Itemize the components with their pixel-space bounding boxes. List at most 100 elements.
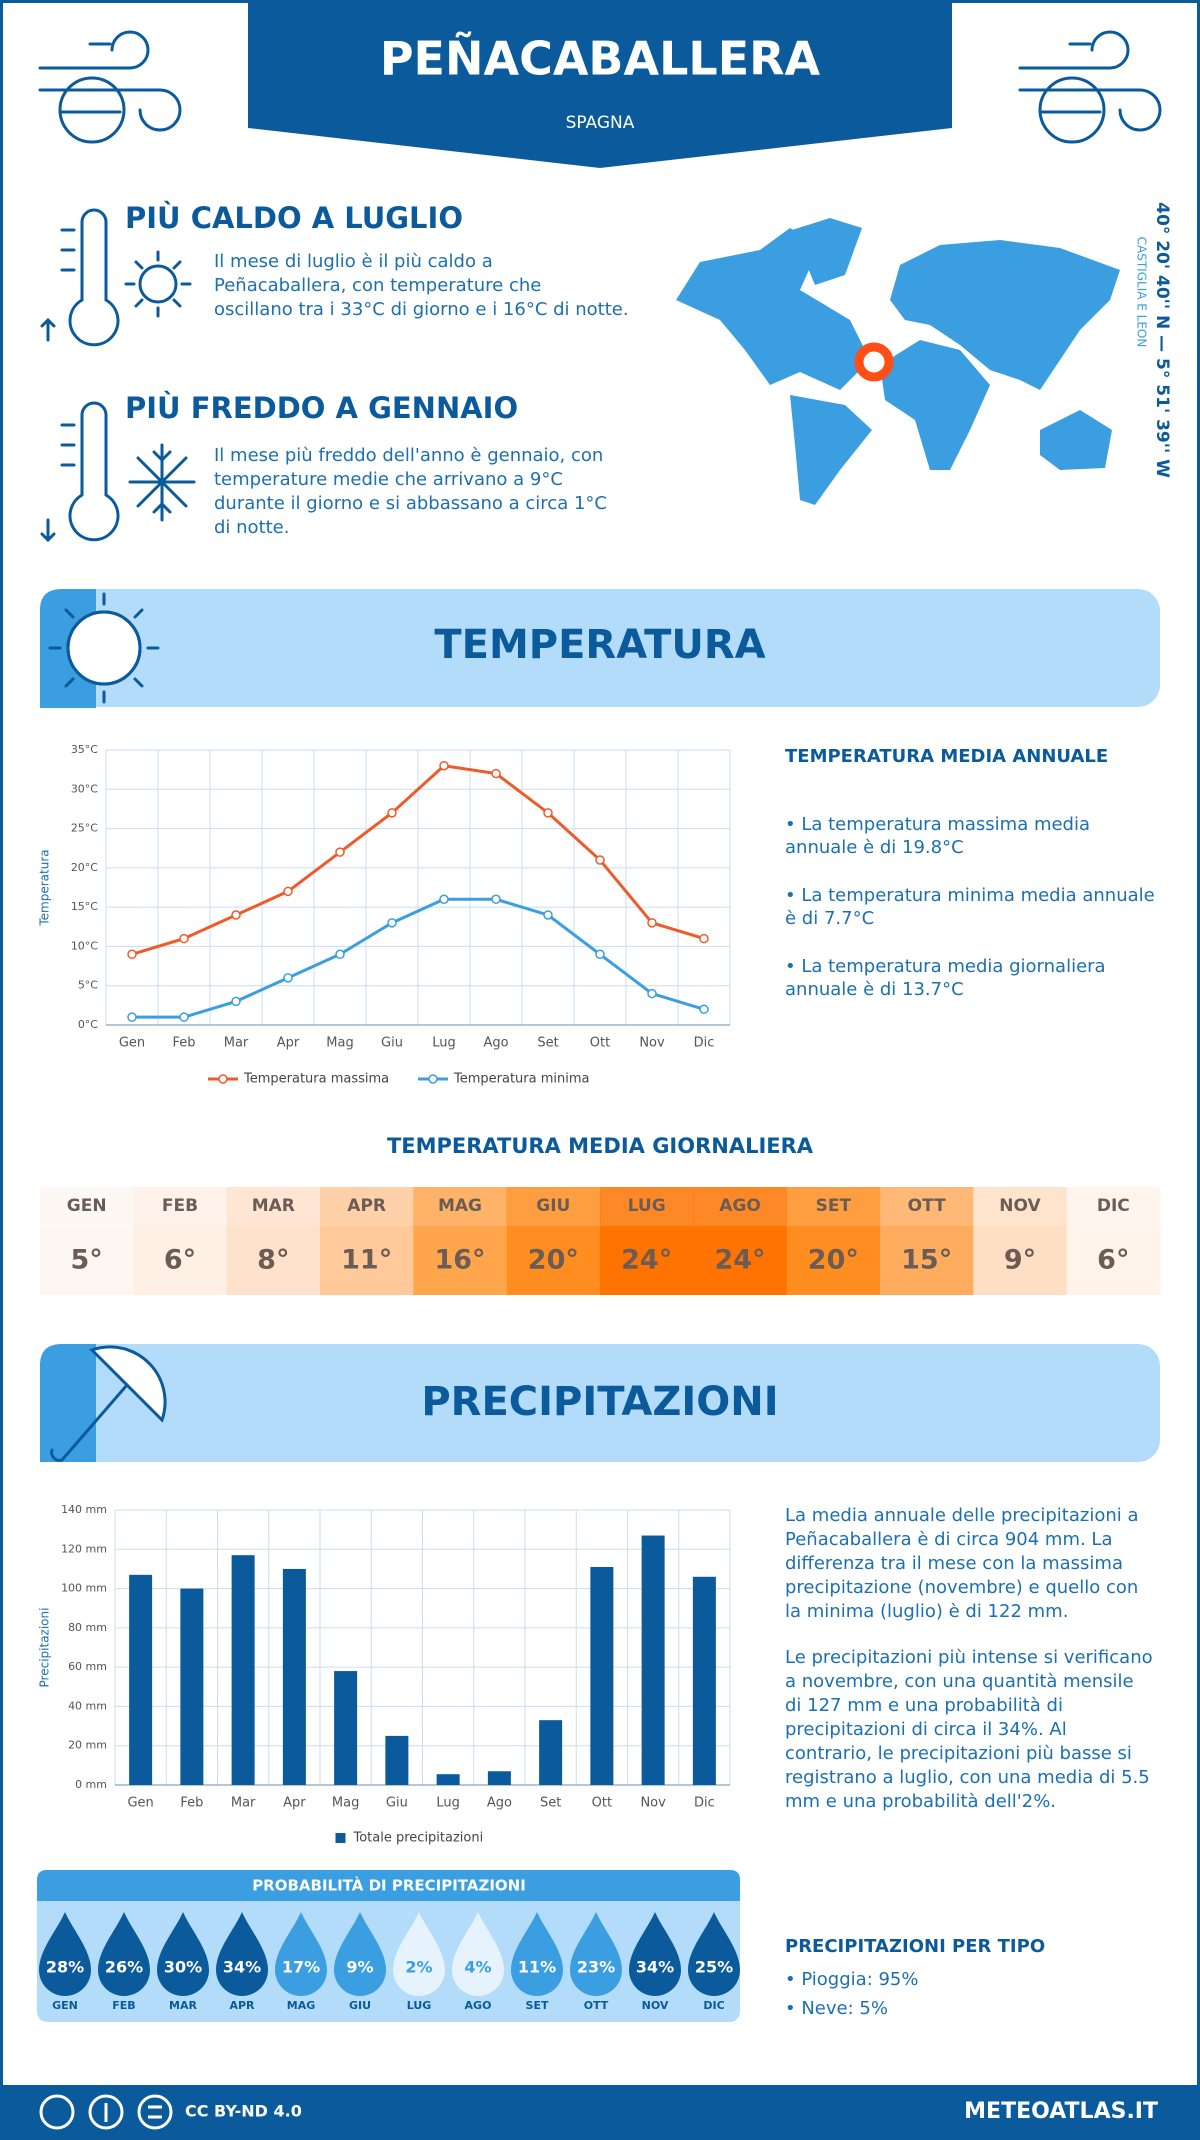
y-tick-label: 80 mm <box>68 1621 107 1634</box>
table-header-cell <box>693 1187 788 1226</box>
table-header-cell <box>973 1187 1068 1226</box>
month-label: SET <box>526 1999 549 2012</box>
y-axis-title: Temperatura <box>38 849 52 926</box>
description-line: durante il giorno e si abbassano a circa… <box>214 493 607 514</box>
month-label: GEN <box>52 1999 78 2012</box>
y-axis-title: Precipitazioni <box>38 1608 52 1688</box>
bar <box>590 1566 614 1785</box>
month-label: AGO <box>465 1999 492 2012</box>
y-tick-label: 35°C <box>71 743 98 756</box>
month-label: APR <box>347 1196 386 1216</box>
y-tick-label: 30°C <box>71 782 98 795</box>
month-label: LUG <box>407 1999 432 2012</box>
x-tick-label: Nov <box>639 1036 665 1051</box>
summary-line: • La temperatura minima media annuale <box>785 885 1155 906</box>
paragraph-line: precipitazioni di circa il 34%. Al <box>785 1719 1067 1740</box>
types-title: PRECIPITAZIONI PER TIPO <box>785 1936 1045 1957</box>
table-header-cell <box>506 1187 601 1226</box>
probability-box <box>37 1870 740 2022</box>
point <box>543 910 553 920</box>
umbrella-icon <box>50 1345 167 1462</box>
summary-line: • La temperatura massima media <box>785 814 1090 835</box>
point <box>127 949 137 960</box>
point <box>491 768 501 779</box>
probability-value: 4% <box>464 1958 491 1977</box>
x-tick-label: Lug <box>432 1036 456 1051</box>
rain-drop <box>688 1912 740 1996</box>
world-map <box>676 218 1120 505</box>
probability-value: 2% <box>405 1958 432 1977</box>
table-cell <box>693 1226 788 1295</box>
x-tick-label: Set <box>540 1796 561 1811</box>
point <box>647 918 657 928</box>
paragraph-line: precipitazione (novembre) e quello con <box>785 1577 1138 1598</box>
point <box>231 996 241 1007</box>
site-name: METEOATLAS.IT <box>964 2099 1158 2124</box>
bar <box>436 1774 460 1785</box>
table-cell <box>413 1226 508 1295</box>
line <box>131 764 705 956</box>
paragraph-line: la minima (luglio) è di 122 mm. <box>785 1601 1068 1622</box>
x-tick-label: Gen <box>119 1036 145 1051</box>
rain-drop <box>334 1912 386 1996</box>
x-tick-label: Mar <box>224 1036 249 1051</box>
x-tick-label: Apr <box>283 1796 306 1811</box>
point <box>543 808 553 818</box>
paragraph-line: a novembre, con una quantità mensile <box>785 1671 1134 1692</box>
point <box>283 973 293 983</box>
summary-line: annuale è di 19.8°C <box>785 837 964 858</box>
point <box>699 933 709 944</box>
bar <box>180 1588 204 1785</box>
x-tick-label: Apr <box>277 1036 300 1051</box>
y-tick-label: 0°C <box>78 1018 98 1031</box>
month-label: AGO <box>719 1196 761 1216</box>
paragraph-line: La media annuale delle precipitazioni a <box>785 1505 1139 1526</box>
point <box>595 855 605 865</box>
x-tick-label: Mag <box>332 1796 359 1811</box>
bar <box>129 1574 153 1785</box>
paragraph-line: di 127 mm e una probabilità di <box>785 1695 1063 1716</box>
month-label: MAG <box>287 1999 316 2012</box>
month-label: SET <box>816 1196 852 1216</box>
x-tick-label: Giu <box>381 1036 403 1051</box>
table-cell <box>506 1226 601 1295</box>
point <box>179 1012 189 1022</box>
description-line: di notte. <box>214 517 289 538</box>
temperature-value: 5° <box>71 1245 103 1276</box>
month-label: OTT <box>908 1196 946 1216</box>
x-tick-label: Gen <box>127 1796 153 1811</box>
probability-value: 17% <box>282 1958 320 1977</box>
probability-value: 26% <box>105 1958 143 1977</box>
header-banner <box>248 0 952 168</box>
probability-value: 34% <box>223 1958 261 1977</box>
point <box>699 1004 709 1015</box>
table-header-cell <box>40 1187 134 1226</box>
y-tick-label: 25°C <box>71 822 98 835</box>
point <box>231 910 241 920</box>
type-item: • Pioggia: 95% <box>785 1969 919 1990</box>
temperature-value: 20° <box>528 1245 579 1276</box>
temperature-value: 8° <box>257 1245 289 1276</box>
table-cell <box>226 1226 321 1295</box>
y-tick-label: 5°C <box>78 979 98 992</box>
month-label: APR <box>229 1999 255 2012</box>
page-title: PEÑACABALLERA <box>380 32 821 86</box>
month-label: DIC <box>703 1999 724 2012</box>
bar <box>334 1671 358 1785</box>
summary-line: annuale è di 13.7°C <box>785 979 964 1000</box>
license-icons <box>39 2094 173 2130</box>
x-tick-label: Ago <box>487 1796 512 1811</box>
section-heading: PIÙ FREDDO A GENNAIO <box>125 391 518 425</box>
probability-value: 34% <box>636 1958 674 1977</box>
table-header-cell <box>786 1187 881 1226</box>
temperature-value: 9° <box>1004 1245 1036 1276</box>
line <box>132 897 705 1019</box>
table-header-cell <box>226 1187 321 1226</box>
month-label: MAG <box>438 1196 482 1216</box>
table-cell <box>40 1226 134 1295</box>
month-label: GIU <box>349 1999 371 2012</box>
summary-line: è di 7.7°C <box>785 908 874 929</box>
table-header-cell <box>880 1187 974 1226</box>
description-line: temperature medie che arrivano a 9°C <box>214 469 563 490</box>
summary-line: • La temperatura media giornaliera <box>785 956 1106 977</box>
